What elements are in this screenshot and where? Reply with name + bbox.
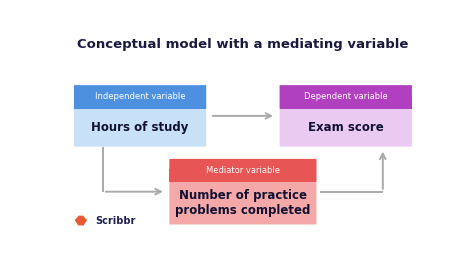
FancyBboxPatch shape (169, 159, 316, 182)
Text: Scribbr: Scribbr (95, 215, 136, 226)
Polygon shape (75, 216, 87, 226)
Text: Number of practice
problems completed: Number of practice problems completed (175, 189, 310, 217)
Text: Hours of study: Hours of study (91, 121, 189, 134)
Text: Exam score: Exam score (308, 121, 383, 134)
FancyBboxPatch shape (169, 159, 316, 225)
Text: Conceptual model with a mediating variable: Conceptual model with a mediating variab… (77, 38, 409, 51)
Text: Mediator variable: Mediator variable (206, 166, 280, 175)
Bar (280, 96, 412, 109)
Text: Independent variable: Independent variable (95, 92, 185, 101)
FancyBboxPatch shape (280, 85, 412, 109)
FancyBboxPatch shape (74, 85, 206, 147)
FancyBboxPatch shape (280, 85, 412, 147)
Bar (169, 169, 316, 182)
Text: Dependent variable: Dependent variable (304, 92, 388, 101)
Bar (74, 96, 206, 109)
FancyBboxPatch shape (74, 85, 206, 109)
